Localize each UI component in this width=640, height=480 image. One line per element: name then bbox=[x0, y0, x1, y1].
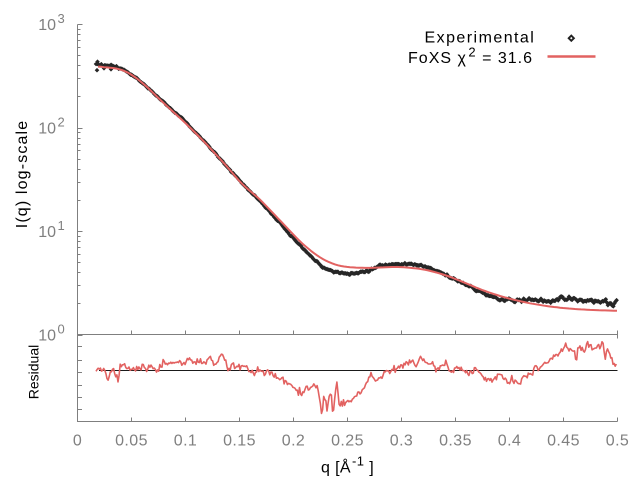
svg-text:0.1: 0.1 bbox=[174, 433, 197, 450]
svg-text:0.3: 0.3 bbox=[390, 433, 413, 450]
svg-text:0.05: 0.05 bbox=[115, 433, 148, 450]
svg-text:3: 3 bbox=[58, 11, 65, 26]
svg-text:0.25: 0.25 bbox=[331, 433, 364, 450]
svg-text:I(q) log-scale: I(q) log-scale bbox=[14, 120, 31, 229]
svg-text:10: 10 bbox=[38, 121, 56, 138]
svg-text:0: 0 bbox=[58, 322, 65, 337]
svg-text:0.5: 0.5 bbox=[606, 433, 629, 450]
svg-text:0.4: 0.4 bbox=[498, 433, 521, 450]
svg-text:Residual: Residual bbox=[26, 345, 42, 399]
svg-text:Experimental: Experimental bbox=[425, 30, 536, 47]
svg-text:FoXS χ2 = 31.6: FoXS χ2 = 31.6 bbox=[408, 45, 533, 68]
svg-text:1: 1 bbox=[58, 218, 65, 233]
svg-text:10: 10 bbox=[38, 224, 56, 241]
svg-text:0.2: 0.2 bbox=[282, 433, 305, 450]
svg-text:0.15: 0.15 bbox=[223, 433, 256, 450]
svg-text:0: 0 bbox=[73, 433, 82, 450]
svg-text:2: 2 bbox=[58, 115, 65, 130]
svg-text:10: 10 bbox=[38, 328, 56, 345]
svg-text:0.45: 0.45 bbox=[547, 433, 580, 450]
svg-text:0.35: 0.35 bbox=[439, 433, 472, 450]
svg-text:10: 10 bbox=[38, 17, 56, 34]
